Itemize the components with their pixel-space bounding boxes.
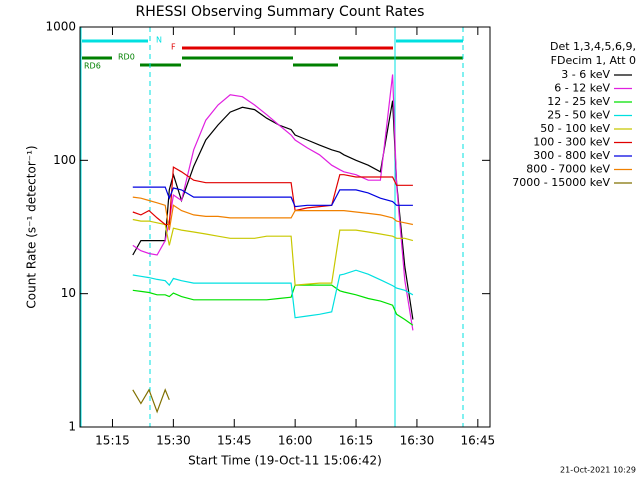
flags (82, 39, 463, 67)
y-axis-label: Count Rate (s⁻¹ detector⁻¹) (25, 145, 39, 308)
flag-label: N (156, 36, 162, 45)
series-line (132, 284, 414, 326)
legend-label: 6 - 12 keV (554, 82, 610, 95)
plot-frame (79, 26, 491, 428)
series-line (132, 196, 414, 231)
legend-label: 25 - 50 keV (547, 109, 610, 122)
legend-label: 7000 - 15000 keV (512, 176, 610, 189)
legend-header: Det 1,3,4,5,6,9, (550, 40, 636, 53)
series-line (132, 186, 413, 208)
boundaries (80, 27, 464, 427)
chart-title: RHESSI Observing Summary Count Rates (136, 4, 425, 20)
y-tick-label: 100 (53, 153, 76, 167)
x-tick-label: 16:45 (461, 434, 496, 448)
x-tick-label: 15:45 (217, 434, 252, 448)
legend-label: 50 - 100 keV (540, 122, 610, 135)
y-tick-label: 10 (61, 286, 76, 300)
x-tick-label: 15:15 (95, 434, 130, 448)
series-line (132, 269, 414, 319)
legend-label: 100 - 300 keV (533, 136, 610, 149)
legend-label: 12 - 25 keV (547, 95, 610, 108)
x-tick-label: 16:00 (278, 434, 313, 448)
x-tick-label: 16:15 (339, 434, 374, 448)
x-tick-label: 16:30 (400, 434, 435, 448)
y-tick-label: 1 (68, 420, 76, 434)
x-axis-label: Start Time (19-Oct-11 15:06:42) (188, 454, 382, 468)
flag-label: RD6 (84, 62, 101, 71)
series-line (132, 100, 414, 320)
y-tick-label: 1000 (45, 20, 76, 34)
footer: 21-Oct-2021 10:29 (560, 466, 636, 475)
legend-label: 800 - 7000 keV (526, 163, 610, 176)
x-tick-label: 15:30 (156, 434, 191, 448)
legend-label: 300 - 800 keV (533, 149, 610, 162)
series-line (132, 388, 170, 414)
legend-label: 3 - 6 keV (561, 68, 610, 81)
flag-label: F (171, 43, 176, 52)
legend-header: FDecim 1, Att 0 (551, 54, 636, 67)
series-line (132, 218, 414, 286)
flag-label: RD0 (118, 53, 135, 62)
